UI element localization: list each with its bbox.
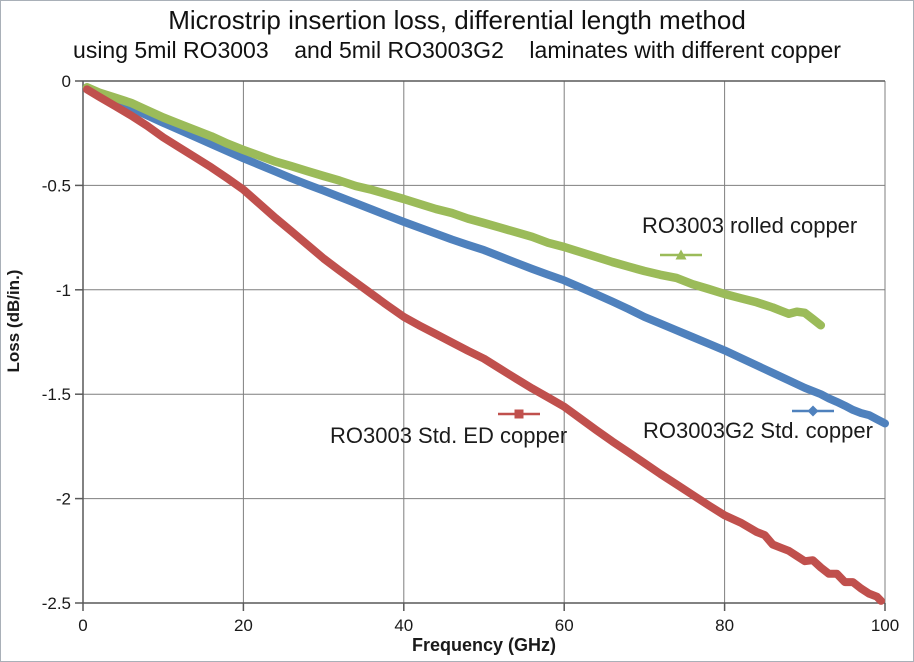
- series-line-2: [83, 85, 885, 605]
- g2-std-copper-series-marker-icon: [792, 405, 834, 417]
- annotation-std-ed-copper: RO3003 Std. ED copper: [330, 423, 568, 448]
- y-axis-title: Loss (dB/in.): [4, 269, 23, 373]
- x-tick-label: 100: [871, 616, 899, 635]
- x-tick-label: 20: [234, 616, 253, 635]
- diamond-marker-icon: [807, 405, 819, 417]
- x-tick-label: 0: [78, 616, 87, 635]
- y-tick-label: -2.5: [42, 594, 71, 613]
- series-line-0: [83, 84, 889, 428]
- annotation-rolled-copper: RO3003 rolled copper: [642, 213, 858, 238]
- x-tick-label: 80: [715, 616, 734, 635]
- std-ed-copper-series-marker-icon: [498, 409, 540, 419]
- chart-subtitle: using 5mil RO3003 and 5mil RO3003G2 lami…: [73, 37, 841, 63]
- rolled-copper-series-marker-icon: [660, 249, 702, 260]
- x-tick-label: 60: [555, 616, 574, 635]
- y-tick-label: -0.5: [42, 176, 71, 195]
- y-tick-label: -2: [56, 490, 71, 509]
- x-tick-label: 40: [394, 616, 413, 635]
- y-tick-label: -1.5: [42, 385, 71, 404]
- chart-title: Microstrip insertion loss, differential …: [168, 5, 746, 35]
- square-marker-icon: [514, 409, 524, 419]
- y-tick-label: -1: [56, 281, 71, 300]
- series-line-1: [82, 83, 826, 330]
- x-axis-title: Frequency (GHz): [411, 635, 557, 655]
- annotation-g2-std-copper: RO3003G2 Std. copper: [643, 418, 873, 443]
- triangle-marker-icon: [675, 249, 687, 260]
- y-tick-label: 0: [62, 72, 71, 91]
